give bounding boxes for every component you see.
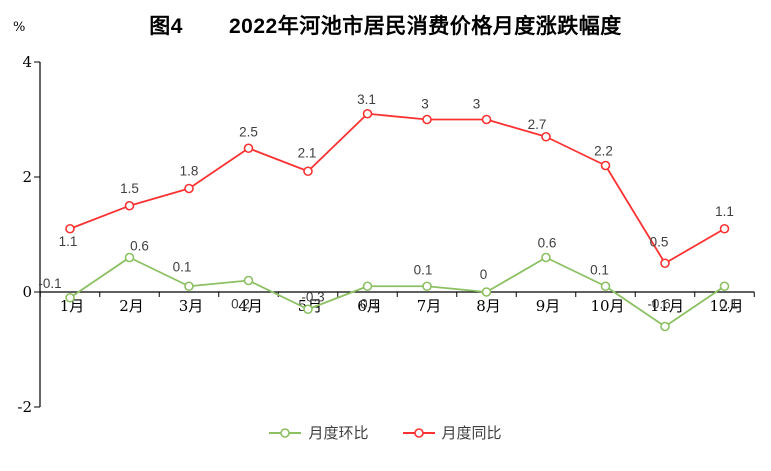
chart-title-text: 2022年河池市居民消费价格月度涨跌幅度	[228, 15, 622, 38]
data-point-label: 2.7	[528, 117, 547, 132]
data-point-marker	[65, 292, 75, 303]
x-category-label: 4月	[238, 297, 263, 315]
data-point-label: 0.6	[130, 239, 149, 254]
data-point-marker	[719, 223, 730, 234]
y-tick-label: -2	[17, 398, 32, 416]
data-point-marker	[124, 252, 135, 263]
data-point-marker	[660, 258, 670, 269]
data-point-marker	[422, 114, 432, 125]
data-point-marker	[362, 281, 373, 292]
x-category-label: 3月	[179, 297, 204, 315]
data-point-label: 0.5	[650, 234, 669, 249]
data-point-label: 3	[473, 97, 481, 112]
data-point-marker	[184, 183, 194, 194]
y-tick-label: 2	[22, 168, 32, 186]
data-point-marker	[184, 281, 194, 292]
data-point-marker	[303, 304, 313, 315]
legend-item-mom: 月度环比	[269, 422, 369, 443]
series-line-mom	[69, 256, 726, 328]
data-point-label: 2.2	[594, 144, 613, 159]
data-point-marker	[362, 108, 373, 119]
y-axis-unit-label: %	[13, 20, 26, 35]
data-point-marker	[243, 143, 254, 154]
data-point-marker	[600, 281, 611, 292]
data-point-label: -0.6	[647, 297, 670, 312]
data-point-label: 1.1	[715, 204, 734, 219]
data-point-label: 3	[421, 97, 429, 112]
data-point-label: -0.1	[38, 276, 61, 291]
x-category-label: 12月	[709, 297, 743, 315]
x-category-label: 11月	[650, 297, 684, 315]
chart-title: 图4 2022年河池市居民消费价格月度涨跌幅度	[0, 10, 771, 40]
data-point-label: 1.5	[120, 181, 139, 196]
data-point-label: 3.1	[357, 92, 376, 107]
x-category-label: 10月	[590, 297, 624, 315]
x-category-label: 2月	[119, 297, 144, 315]
data-point-marker	[124, 200, 135, 211]
data-point-label: 2.5	[239, 124, 258, 139]
data-point-label: 0.2	[231, 297, 250, 312]
chart-title-figure-number: 图4	[149, 15, 183, 38]
data-point-label: -0.3	[301, 289, 324, 304]
data-point-label: 0	[480, 267, 488, 282]
data-point-marker	[481, 114, 492, 125]
data-point-marker	[422, 281, 432, 292]
legend-marker-icon	[269, 427, 302, 438]
legend-label: 月度环比	[308, 425, 369, 442]
data-point-label: 1.8	[180, 164, 199, 179]
y-tick-label: 0	[22, 283, 32, 301]
data-point-label: 0.6	[538, 236, 557, 251]
data-point-label: 0.1	[173, 259, 192, 274]
data-point-marker	[65, 223, 75, 234]
data-point-label: 0.1	[414, 262, 433, 277]
data-point-marker	[600, 160, 611, 171]
y-tick-label: 4	[22, 53, 32, 71]
data-point-marker	[541, 252, 551, 263]
x-category-label: 7月	[417, 297, 442, 315]
x-category-label: 8月	[476, 297, 501, 315]
data-point-marker	[243, 275, 254, 286]
data-point-label: 0.1	[719, 296, 738, 311]
data-point-label: 0.1	[360, 296, 379, 311]
data-point-marker	[303, 166, 313, 177]
legend-marker-icon	[402, 427, 435, 438]
chart-legend: 月度环比 月度同比	[0, 422, 771, 443]
x-category-label: 6月	[357, 297, 382, 315]
data-point-marker	[660, 321, 670, 332]
data-point-label: 2.1	[298, 145, 317, 160]
series-line-yoy	[69, 112, 725, 265]
legend-label: 月度同比	[441, 425, 502, 442]
legend-item-yoy: 月度同比	[402, 422, 502, 443]
data-point-label: 0.1	[590, 262, 609, 277]
data-point-marker	[481, 287, 492, 297]
x-category-label: 9月	[536, 297, 561, 315]
data-point-marker	[541, 131, 551, 142]
data-point-label: 1.1	[59, 234, 78, 249]
x-category-label: 1月	[60, 297, 85, 315]
data-point-marker	[719, 281, 730, 292]
